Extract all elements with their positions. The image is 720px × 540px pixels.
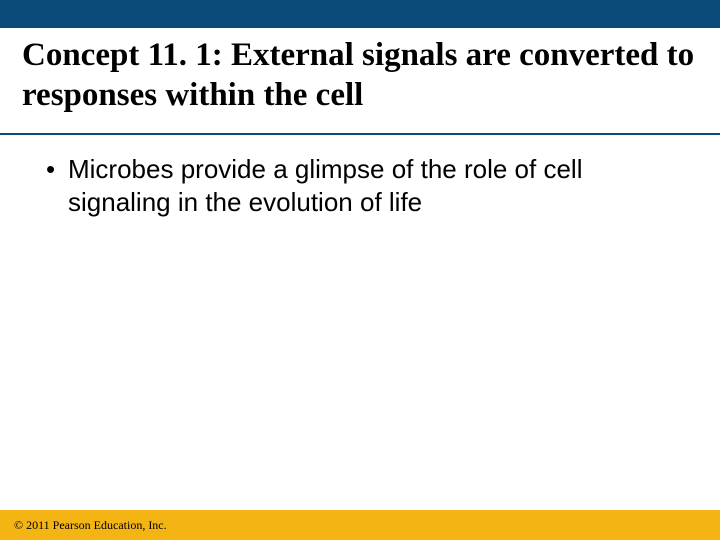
title-underline xyxy=(0,133,720,135)
header-bar xyxy=(0,0,720,28)
bullet-text: Microbes provide a glimpse of the role o… xyxy=(68,153,680,218)
slide-title: Concept 11. 1: External signals are conv… xyxy=(22,36,698,115)
footer-bar: © 2011 Pearson Education, Inc. xyxy=(0,510,720,540)
list-item: •Microbes provide a glimpse of the role … xyxy=(40,153,680,218)
bullet-list: •Microbes provide a glimpse of the role … xyxy=(0,153,720,218)
copyright-text: © 2011 Pearson Education, Inc. xyxy=(14,518,167,533)
bullet-marker: • xyxy=(40,153,68,218)
